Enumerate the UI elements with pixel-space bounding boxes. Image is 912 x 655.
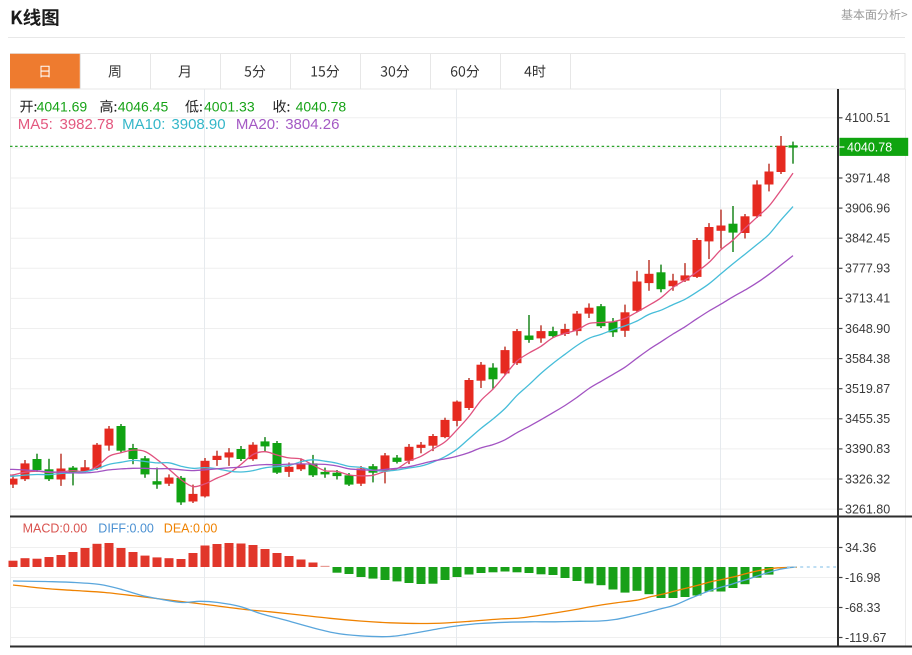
svg-text:3804.26: 3804.26: [285, 116, 339, 133]
svg-text:DEA:0.00: DEA:0.00: [164, 522, 218, 536]
svg-text:DIFF:0.00: DIFF:0.00: [98, 522, 154, 536]
svg-text:4001.33: 4001.33: [204, 99, 255, 115]
svg-text:3842.45: 3842.45: [845, 232, 890, 246]
svg-text:3519.87: 3519.87: [845, 382, 890, 396]
svg-text:MACD:0.00: MACD:0.00: [23, 522, 88, 536]
svg-text:3455.35: 3455.35: [845, 412, 890, 426]
svg-text:4100.51: 4100.51: [845, 111, 890, 125]
svg-text:3982.78: 3982.78: [60, 116, 114, 133]
svg-text:3326.32: 3326.32: [845, 472, 890, 486]
svg-text:MA10:: MA10:: [122, 116, 165, 133]
svg-text:3777.93: 3777.93: [845, 262, 890, 276]
svg-text:-68.33: -68.33: [845, 601, 880, 615]
svg-text:-16.98: -16.98: [845, 571, 880, 585]
svg-text:3906.96: 3906.96: [845, 201, 890, 215]
svg-text:3908.90: 3908.90: [171, 116, 225, 133]
svg-text:3971.48: 3971.48: [845, 171, 890, 185]
svg-text:4046.45: 4046.45: [118, 99, 169, 115]
svg-text:3390.83: 3390.83: [845, 442, 890, 456]
svg-text:4041.69: 4041.69: [37, 99, 88, 115]
svg-text:MA20:: MA20:: [236, 116, 279, 133]
svg-text:34.36: 34.36: [845, 541, 876, 555]
svg-text:MA5:: MA5:: [18, 116, 53, 133]
svg-text:3584.38: 3584.38: [845, 352, 890, 366]
svg-text:3648.90: 3648.90: [845, 322, 890, 336]
svg-text:4040.78: 4040.78: [847, 140, 892, 154]
svg-text:3261.80: 3261.80: [845, 502, 890, 516]
svg-text:3713.41: 3713.41: [845, 292, 890, 306]
svg-text:-119.67: -119.67: [845, 631, 887, 645]
svg-text:4040.78: 4040.78: [296, 99, 347, 115]
